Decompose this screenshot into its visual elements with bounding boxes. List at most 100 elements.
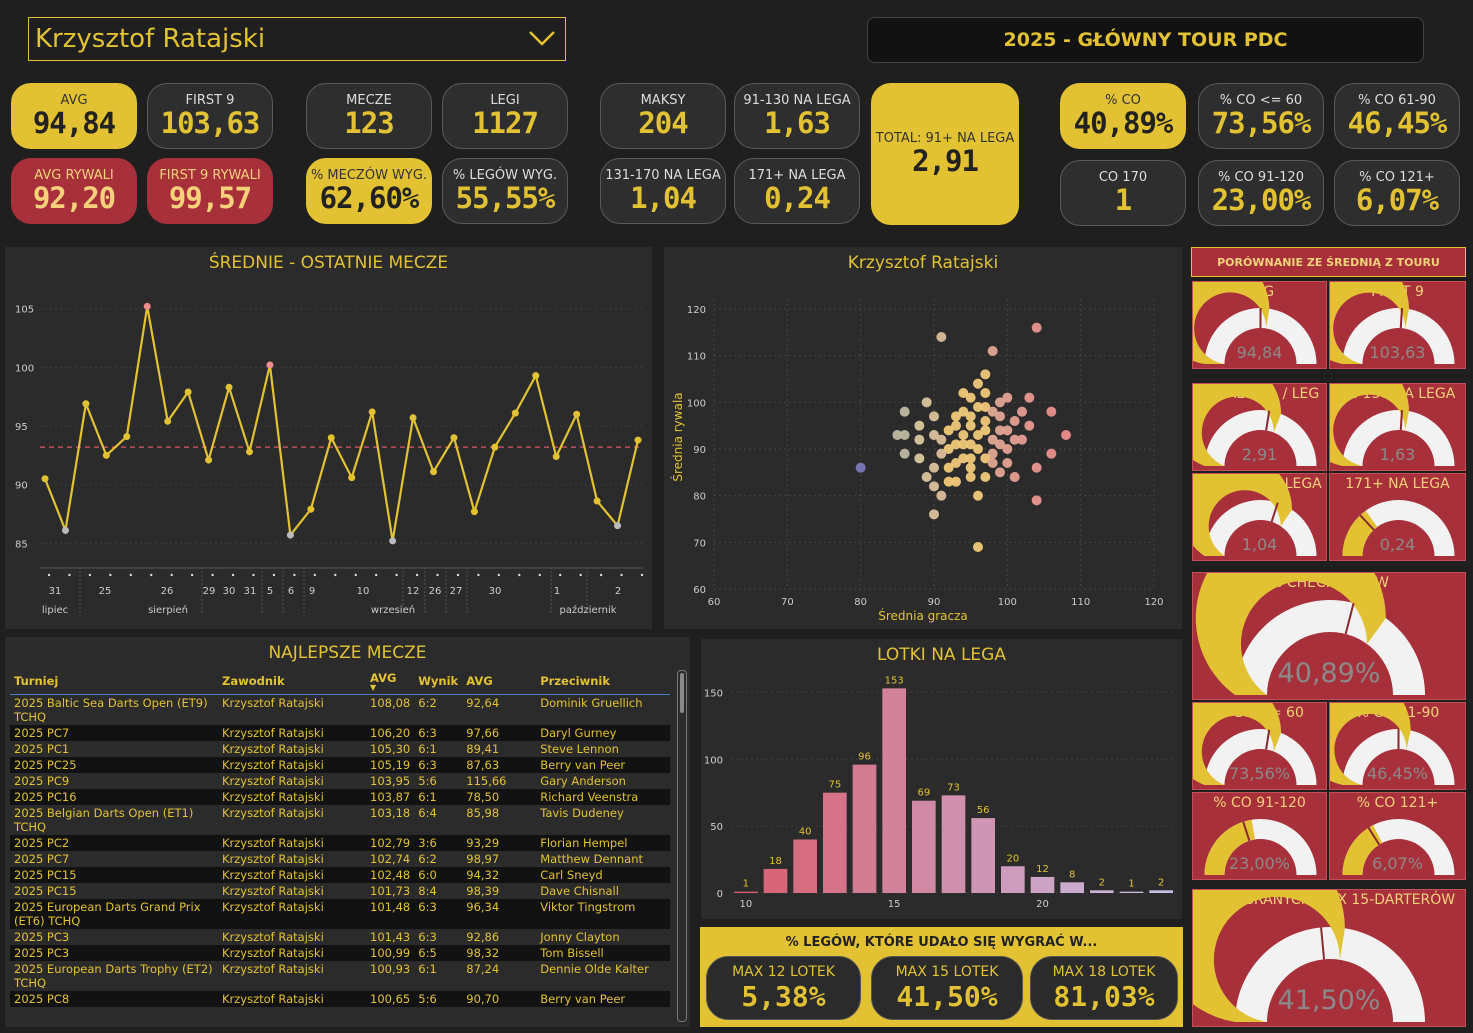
data-point bbox=[164, 417, 172, 425]
table-row[interactable]: 2025 PC7 Krzysztof Ratajski 106,20 6:3 97,66… bbox=[10, 725, 670, 741]
table-cell-o: Gary Anderson bbox=[540, 774, 626, 788]
gauge-fill bbox=[1330, 384, 1409, 466]
table-scrollbar[interactable] bbox=[677, 670, 687, 1022]
table-cell-a: 101,73 bbox=[370, 884, 411, 898]
table-row[interactable]: 2025 Belgian Darts Open (ET1) TCHQ Krzysz… bbox=[10, 805, 670, 835]
line-chart-title: ŚREDNIE - OSTATNIE MECZE bbox=[208, 253, 449, 273]
table-cell-t: 2025 Baltic Sea Darts Open (ET9) TCHQ bbox=[14, 696, 208, 724]
table-row[interactable]: 2025 PC25 Krzysztof Ratajski 105,19 6:3 87,6… bbox=[10, 757, 670, 773]
player-dropdown[interactable]: Krzysztof Ratajski bbox=[28, 17, 566, 61]
y-tick-label: 150 bbox=[704, 688, 723, 699]
day-label: 1 bbox=[554, 586, 560, 597]
day-tick-dot bbox=[436, 573, 439, 577]
x-tick-label: 80 bbox=[854, 597, 867, 608]
table-row[interactable]: 2025 European Darts Grand Prix (ET6) TCH… bbox=[10, 899, 670, 929]
day-label: 25 bbox=[99, 586, 112, 597]
table-row[interactable]: 2025 PC3 Krzysztof Ratajski 101,43 6:3 92,86… bbox=[10, 929, 670, 945]
table-cell-oa: 87,24 bbox=[466, 962, 500, 976]
table-row[interactable]: 2025 PC1 Krzysztof Ratajski 105,30 6:1 89,41… bbox=[10, 741, 670, 757]
bar bbox=[1149, 890, 1173, 893]
kpi-match-win: % MECZÓW WYG. 62,60% bbox=[306, 158, 432, 224]
data-point bbox=[614, 522, 622, 530]
table-row[interactable]: 2025 PC8 Krzysztof Ratajski 100,65 5:6 90,70… bbox=[10, 991, 670, 1007]
col-tournament[interactable]: Turniej bbox=[10, 668, 218, 695]
data-point bbox=[266, 361, 274, 369]
table-row[interactable]: 2025 PC2 Krzysztof Ratajski 102,79 3:6 93,29… bbox=[10, 835, 670, 851]
bar-chart-panel: LOTKI NA LEGA 150 100 50 0 1 18 40 75 96 153 69 73 5… bbox=[701, 639, 1182, 919]
gauge-fill bbox=[1193, 703, 1282, 785]
bar-value-label: 20 bbox=[1006, 853, 1019, 864]
kpi-co: % CO 40,89% bbox=[1060, 83, 1186, 149]
gauge-target-marker bbox=[1265, 410, 1271, 431]
scatter-point bbox=[1024, 392, 1035, 403]
table-cell-a: 103,87 bbox=[366, 789, 415, 805]
bar-value-label: 2 bbox=[1099, 877, 1105, 888]
table-cell-o: Dennie Olde Kalter bbox=[540, 962, 649, 976]
col-opp-avg[interactable]: AVG bbox=[462, 668, 537, 695]
day-tick-dot bbox=[334, 573, 337, 577]
table-cell-oa: 98,97 bbox=[466, 852, 500, 866]
table-cell-r: 6:3 bbox=[418, 930, 437, 944]
legs-won-18: MAX 18 LOTEK 81,03% bbox=[1030, 956, 1178, 1020]
table-scrollbar-thumb[interactable] bbox=[680, 673, 684, 713]
day-tick-dot bbox=[293, 573, 296, 577]
scatter-point bbox=[914, 420, 925, 431]
day-label: 26 bbox=[429, 586, 442, 597]
data-point bbox=[307, 505, 315, 513]
day-tick-dot bbox=[497, 573, 501, 577]
table-cell-t: 2025 PC25 bbox=[10, 757, 218, 773]
table-cell-t: 2025 PC7 bbox=[14, 852, 70, 866]
gauge-arc-svg bbox=[1193, 384, 1317, 466]
table-row[interactable]: 2025 PC9 Krzysztof Ratajski 103,95 5:6 115,6… bbox=[10, 773, 670, 789]
table-cell-o: Daryl Gurney bbox=[536, 725, 670, 741]
table-cell-p: Krzysztof Ratajski bbox=[222, 806, 324, 820]
table-row[interactable]: 2025 PC15 Krzysztof Ratajski 101,73 8:4 98,3… bbox=[10, 883, 670, 899]
scatter-point bbox=[1002, 425, 1013, 436]
col-result[interactable]: Wynik bbox=[414, 668, 463, 695]
chevron-down-icon[interactable] bbox=[527, 26, 557, 50]
bar-chart-title: LOTKI NA LEGA bbox=[877, 645, 1006, 665]
table-cell-p: Krzysztof Ratajski bbox=[218, 899, 366, 929]
scatter-point bbox=[980, 425, 991, 436]
table-cell-oa: 93,29 bbox=[462, 835, 537, 851]
scatter-point bbox=[973, 542, 983, 552]
table-cell-a: 100,93 bbox=[370, 962, 411, 976]
gauge-value: 23,00% bbox=[1228, 854, 1290, 873]
table-cell-t: 2025 PC9 bbox=[14, 774, 70, 788]
table-cell-oa: 87,63 bbox=[462, 757, 537, 773]
table-cell-p: Krzysztof Ratajski bbox=[218, 991, 366, 1007]
scatter-point bbox=[987, 406, 998, 417]
table-cell-p: Krzysztof Ratajski bbox=[222, 852, 324, 866]
table-cell-a: 102,48 bbox=[366, 867, 415, 883]
day-label: 6 bbox=[288, 586, 294, 597]
scatter-point bbox=[958, 388, 969, 398]
table-row[interactable]: 2025 European Darts Trophy (ET2) TCHQ Krz… bbox=[10, 961, 670, 991]
gauge-value: 103,63 bbox=[1369, 343, 1426, 362]
table-cell-p: Krzysztof Ratajski bbox=[222, 742, 324, 756]
table-row[interactable]: 2025 PC7 Krzysztof Ratajski 102,74 6:2 98,97… bbox=[10, 851, 670, 867]
scatter-point bbox=[980, 369, 991, 380]
scatter-point bbox=[929, 462, 939, 473]
table-row[interactable]: 2025 PC16 Krzysztof Ratajski 103,87 6:1 78,5… bbox=[10, 789, 670, 805]
data-point bbox=[123, 433, 131, 441]
gauge-value: 1,04 bbox=[1241, 535, 1278, 554]
scatter-point bbox=[951, 439, 961, 450]
legs-won-12: MAX 12 LOTEK 5,38% bbox=[706, 956, 861, 1020]
scatter-xlabel: Średnia gracza bbox=[878, 609, 968, 623]
day-label: 9 bbox=[309, 586, 315, 597]
bar bbox=[734, 891, 758, 893]
table-row[interactable]: 2025 PC15 Krzysztof Ratajski 102,48 6:0 94,3… bbox=[10, 867, 670, 883]
month-label: lipiec bbox=[42, 605, 68, 616]
scatter-point bbox=[943, 462, 954, 473]
col-player[interactable]: Zawodnik bbox=[218, 668, 366, 695]
table-cell-t: 2025 PC2 bbox=[10, 835, 218, 851]
kpi-matches: MECZE 123 bbox=[306, 83, 432, 149]
gauge-target-marker bbox=[1270, 502, 1279, 523]
table-row[interactable]: 2025 PC3 Krzysztof Ratajski 100,99 6:5 98,32… bbox=[10, 945, 670, 961]
x-tick-label: 60 bbox=[708, 597, 721, 608]
col-avg[interactable]: AVG ▼ bbox=[366, 668, 415, 695]
col-opponent[interactable]: Przeciwnik bbox=[536, 668, 670, 695]
table-row[interactable]: 2025 Baltic Sea Darts Open (ET9) TCHQ Krz… bbox=[10, 695, 670, 726]
table-cell-a: 100,99 bbox=[366, 945, 415, 961]
